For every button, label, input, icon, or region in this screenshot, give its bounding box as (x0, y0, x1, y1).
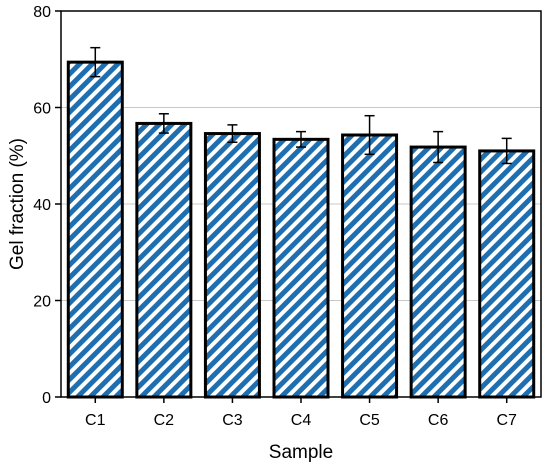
y-axis-title: Gel fraction (%) (7, 138, 28, 270)
x-tick-label-C7: C7 (496, 412, 517, 429)
error-bar-C3 (227, 124, 238, 143)
x-tick-label-C3: C3 (222, 412, 243, 429)
bar-C6 (409, 145, 467, 399)
x-tick-label-C2: C2 (154, 412, 175, 429)
error-bar-C2 (158, 113, 169, 134)
y-axis: 0 20 40 60 80 (33, 4, 61, 407)
error-bars (90, 46, 512, 165)
error-bar-C7 (501, 137, 512, 165)
bar-C2 (135, 121, 193, 399)
x-tick-label-C4: C4 (291, 412, 312, 429)
bar-C1 (66, 60, 124, 399)
y-tick-label-2: 40 (33, 197, 51, 214)
y-tick-label-1: 20 (33, 294, 51, 311)
y-tick-label-3: 60 (33, 101, 51, 118)
x-tick-label-C6: C6 (428, 412, 449, 429)
x-tick-label-C5: C5 (359, 412, 380, 429)
bar-C4 (272, 137, 330, 399)
x-tick-label-C1: C1 (85, 412, 106, 429)
error-bar-C5 (364, 114, 375, 156)
error-bar-C6 (433, 130, 444, 164)
error-bar-C1 (90, 46, 101, 78)
bar-C3 (203, 132, 261, 399)
y-tick-label-0: 0 (42, 390, 51, 407)
x-axis: C1 C2 C3 C4 C5 C6 C7 (85, 397, 517, 429)
y-tick-label-4: 80 (33, 4, 51, 21)
bar-C7 (478, 149, 536, 399)
bars (66, 60, 536, 399)
bar-C5 (341, 133, 399, 399)
x-axis-title: Sample (269, 442, 333, 463)
error-bar-C4 (296, 130, 306, 148)
